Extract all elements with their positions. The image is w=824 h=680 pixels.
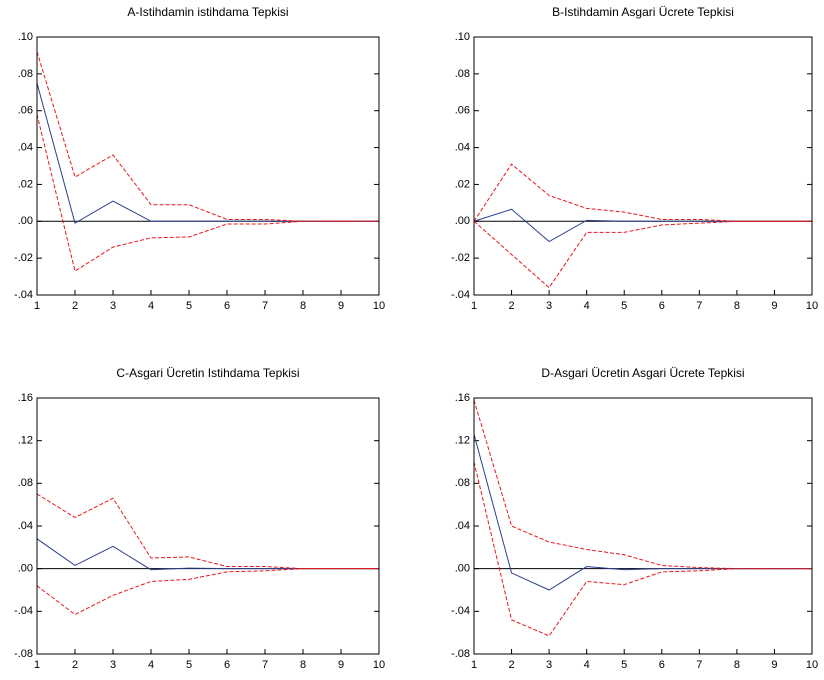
y-tick-label: .02 bbox=[18, 178, 33, 190]
y-tick-label: .08 bbox=[455, 477, 470, 489]
y-tick-label: -.08 bbox=[14, 648, 33, 660]
y-tick-label: -.04 bbox=[451, 289, 470, 301]
x-tick-label: 8 bbox=[300, 300, 306, 312]
x-tick-label: 3 bbox=[110, 300, 116, 312]
x-tick-label: 6 bbox=[224, 300, 230, 312]
x-tick-label: 9 bbox=[338, 300, 344, 312]
x-tick-label: 1 bbox=[34, 300, 40, 312]
y-tick-label: .08 bbox=[18, 68, 33, 80]
chart-title: A-Istihdamin istihdama Tepkisi bbox=[127, 5, 288, 19]
y-tick-label: .08 bbox=[18, 477, 33, 489]
series-line bbox=[473, 208, 812, 243]
x-tick-label: 7 bbox=[696, 300, 702, 312]
y-tick-label: .00 bbox=[455, 215, 470, 227]
x-tick-label: 8 bbox=[734, 300, 740, 312]
y-tick-label: .16 bbox=[18, 392, 33, 404]
series-line bbox=[473, 399, 812, 570]
x-tick-label: 7 bbox=[262, 659, 268, 671]
y-tick-label: .06 bbox=[18, 105, 33, 117]
y-tick-label: .04 bbox=[18, 141, 33, 153]
chart-title: D-Asgari Ücretin Asgari Ücrete Tepkisi bbox=[541, 366, 744, 380]
plot-frame bbox=[36, 36, 380, 296]
y-tick-label: -.02 bbox=[451, 252, 470, 264]
series-line bbox=[36, 493, 379, 570]
series-line bbox=[36, 51, 379, 222]
y-tick-label: .04 bbox=[18, 520, 33, 532]
plot-frame bbox=[473, 397, 813, 655]
y-tick-label: .00 bbox=[455, 563, 470, 575]
x-tick-label: 2 bbox=[72, 659, 78, 671]
chart-title: B-Istihdamin Asgari Ücrete Tepkisi bbox=[552, 5, 734, 19]
x-tick-label: 3 bbox=[546, 659, 552, 671]
x-tick-label: 7 bbox=[696, 659, 702, 671]
x-tick-label: 10 bbox=[806, 300, 818, 312]
x-tick-label: 2 bbox=[72, 300, 78, 312]
y-tick-label: .10 bbox=[18, 31, 33, 43]
chart-title: C-Asgari Ücretin Istihdama Tepkisi bbox=[116, 366, 299, 380]
series-line bbox=[36, 538, 379, 571]
x-tick-label: 9 bbox=[771, 659, 777, 671]
y-tick-label: .06 bbox=[455, 105, 470, 117]
x-tick-label: 2 bbox=[508, 659, 514, 671]
x-tick-label: 2 bbox=[508, 300, 514, 312]
x-tick-label: 5 bbox=[186, 659, 192, 671]
y-tick-label: .00 bbox=[18, 215, 33, 227]
y-tick-label: .12 bbox=[18, 435, 33, 447]
y-tick-label: -.08 bbox=[451, 648, 470, 660]
series-line bbox=[36, 568, 379, 616]
y-tick-label: .12 bbox=[455, 435, 470, 447]
y-tick-label: .08 bbox=[455, 68, 470, 80]
x-tick-label: 10 bbox=[373, 659, 385, 671]
series-line bbox=[473, 163, 812, 222]
x-tick-label: 1 bbox=[471, 659, 477, 671]
x-tick-label: 4 bbox=[584, 659, 590, 671]
x-tick-label: 6 bbox=[224, 659, 230, 671]
y-tick-label: -.02 bbox=[14, 252, 33, 264]
series-line bbox=[36, 114, 379, 272]
y-tick-label: .10 bbox=[455, 31, 470, 43]
x-tick-label: 5 bbox=[186, 300, 192, 312]
x-tick-label: 5 bbox=[621, 659, 627, 671]
y-tick-label: .16 bbox=[455, 392, 470, 404]
x-tick-label: 4 bbox=[584, 300, 590, 312]
series-line bbox=[473, 220, 812, 289]
x-tick-label: 9 bbox=[771, 300, 777, 312]
plot-frame bbox=[473, 36, 813, 296]
y-tick-label: .04 bbox=[455, 141, 470, 153]
x-tick-label: 10 bbox=[373, 300, 385, 312]
x-tick-label: 4 bbox=[148, 300, 154, 312]
x-tick-label: 6 bbox=[659, 659, 665, 671]
y-tick-label: .04 bbox=[455, 520, 470, 532]
x-tick-label: 3 bbox=[546, 300, 552, 312]
y-tick-label: -.04 bbox=[451, 605, 470, 617]
x-tick-label: 10 bbox=[806, 659, 818, 671]
x-tick-label: 9 bbox=[338, 659, 344, 671]
plot-frame bbox=[36, 397, 380, 655]
x-tick-label: 5 bbox=[621, 300, 627, 312]
y-tick-label: -.04 bbox=[14, 605, 33, 617]
x-tick-label: 8 bbox=[734, 659, 740, 671]
x-tick-label: 4 bbox=[148, 659, 154, 671]
x-tick-label: 6 bbox=[659, 300, 665, 312]
series-line bbox=[36, 82, 379, 224]
x-tick-label: 1 bbox=[471, 300, 477, 312]
series-line bbox=[473, 461, 812, 637]
y-tick-label: -.04 bbox=[14, 289, 33, 301]
series-line bbox=[473, 434, 812, 591]
x-tick-label: 3 bbox=[110, 659, 116, 671]
x-tick-label: 7 bbox=[262, 300, 268, 312]
x-tick-label: 8 bbox=[300, 659, 306, 671]
y-tick-label: .02 bbox=[455, 178, 470, 190]
x-tick-label: 1 bbox=[34, 659, 40, 671]
y-tick-label: .00 bbox=[18, 563, 33, 575]
